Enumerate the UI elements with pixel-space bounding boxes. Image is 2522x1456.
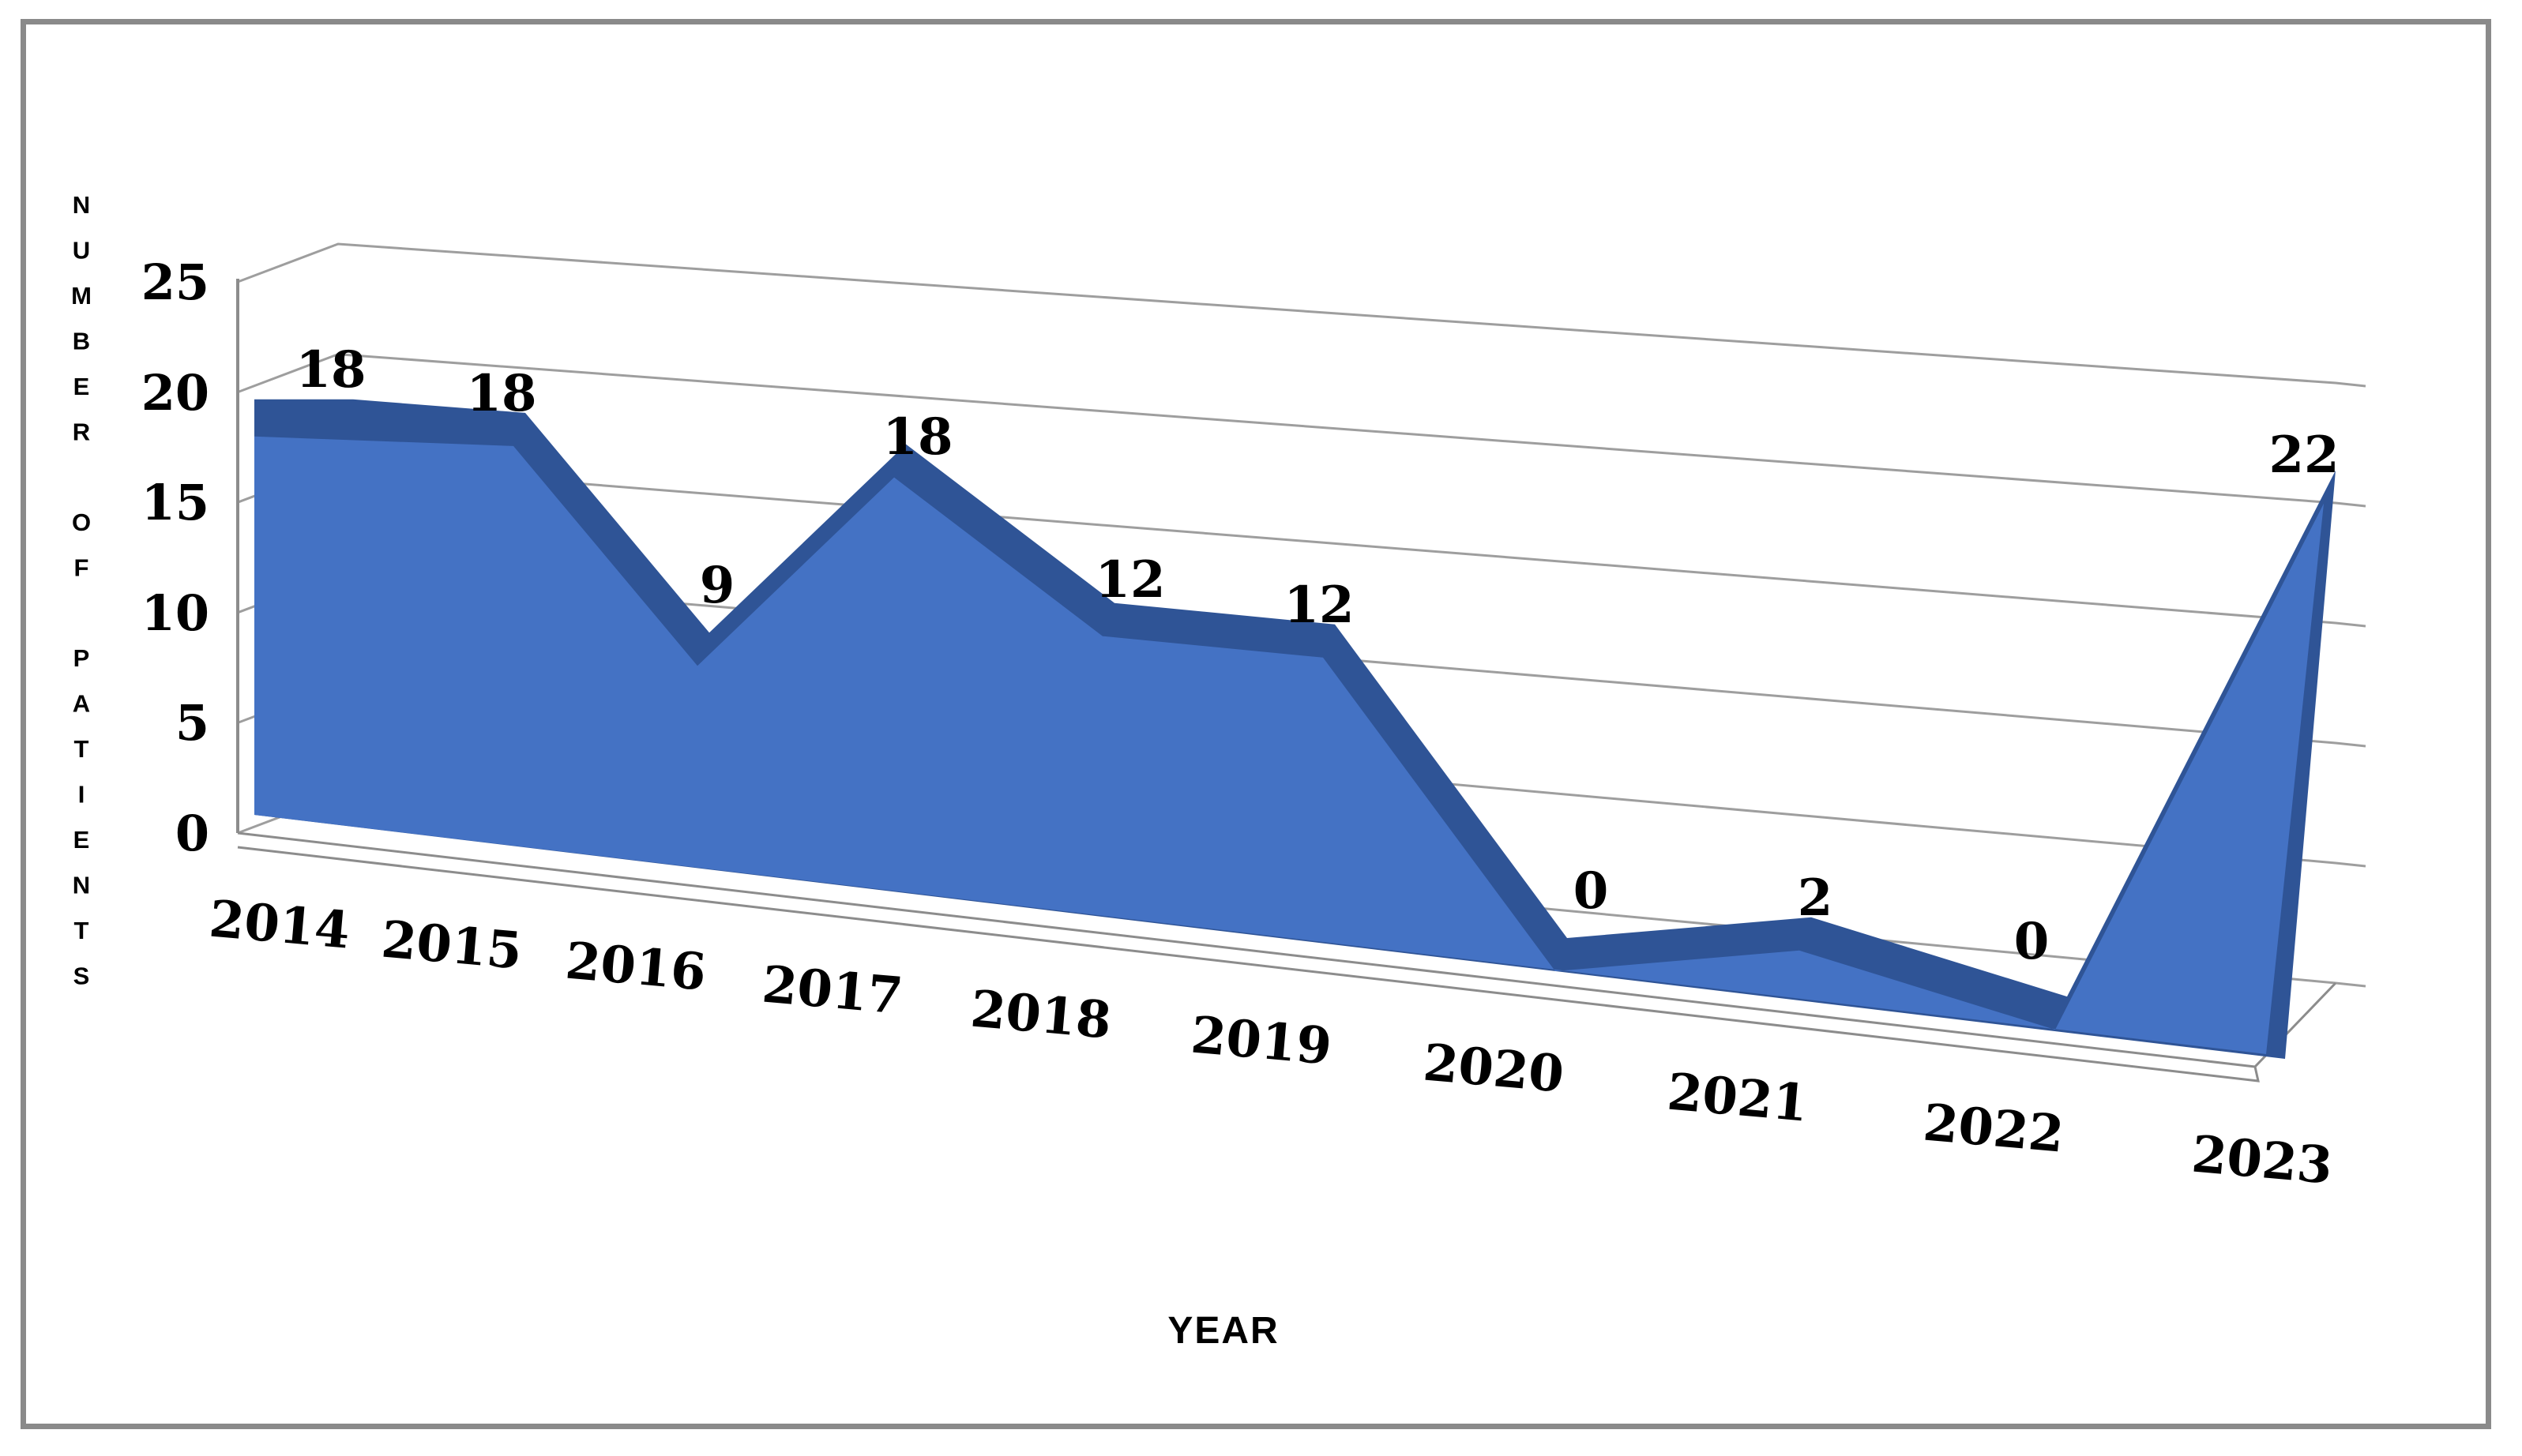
x-axis-title: YEAR — [1167, 1310, 1279, 1352]
x-tick-label: 2014 — [207, 889, 352, 960]
data-label: 0 — [2014, 912, 2050, 971]
data-label: 9 — [700, 556, 735, 615]
gridline — [237, 242, 2366, 388]
y-axis-title-letter: R — [73, 418, 90, 446]
y-tick-label: 10 — [141, 584, 209, 642]
y-tick-label: 25 — [141, 253, 209, 311]
x-tick-label: 2019 — [1189, 1005, 1334, 1076]
area-series-layer — [254, 399, 2336, 1059]
x-tick-label: 2017 — [760, 955, 905, 1026]
x-tick-label: 2023 — [2189, 1124, 2335, 1195]
data-label: 22 — [2268, 426, 2339, 485]
floor-and-axis-layer — [236, 279, 2337, 1083]
x-tick-label: 2022 — [1921, 1093, 2066, 1164]
gridline — [237, 353, 2366, 508]
data-label: 12 — [1095, 550, 1165, 610]
data-label: 2 — [1798, 869, 1833, 928]
y-tick-label: 20 — [141, 364, 209, 422]
y-axis-title-letter: E — [73, 826, 90, 854]
y-tick-label: 15 — [141, 474, 209, 531]
y-axis-title-letter: I — [78, 781, 85, 809]
data-label: 18 — [466, 364, 536, 423]
y-axis-title-letter: A — [73, 690, 90, 718]
y-axis-title-letter: E — [73, 373, 90, 400]
y-axis-tick-labels-layer: 25 20 15 10 5 0 — [141, 253, 209, 862]
y-tick-label: 5 — [175, 694, 209, 752]
x-tick-label: 2018 — [968, 979, 1114, 1050]
y-axis-title-letter: O — [72, 508, 91, 536]
y-axis-title-letter: N — [73, 872, 90, 899]
x-tick-label: 2020 — [1421, 1033, 1566, 1104]
y-axis-title-letter: T — [74, 735, 89, 763]
y-axis-title-letter: S — [73, 963, 90, 990]
data-label: 18 — [882, 407, 953, 467]
floor-front-bottom-edge — [237, 846, 2337, 1083]
x-tick-label: 2021 — [1665, 1062, 1810, 1133]
y-axis-title-letter: U — [73, 237, 90, 265]
x-tick-label: 2015 — [379, 910, 524, 981]
chart-frame: 18 18 9 18 12 12 0 2 0 22 25 20 15 10 5 0 2014 2015 2016… — [21, 19, 2491, 1429]
data-label: 0 — [1573, 861, 1609, 921]
y-axis-title-letter: N — [73, 191, 90, 219]
y-axis-title-letter: F — [74, 554, 89, 582]
x-tick-label: 2016 — [563, 931, 708, 1002]
x-axis-tick-labels-layer: 2014 2015 2016 2017 2018 2019 2020 2021 2022 2023 — [207, 889, 2335, 1195]
area-front-face — [254, 436, 2324, 1054]
data-label: 12 — [1284, 576, 1354, 635]
y-axis-title-letter: M — [71, 282, 92, 310]
data-label: 18 — [295, 340, 366, 400]
floor-front-top-edge — [237, 831, 2256, 1068]
y-axis-title-letter: T — [74, 917, 89, 944]
y-axis-title-letter: B — [73, 328, 90, 355]
y-tick-label: 0 — [175, 805, 209, 862]
data-labels-layer: 18 18 9 18 12 12 0 2 0 22 — [295, 340, 2339, 971]
y-axis-title-letter: P — [73, 644, 90, 672]
